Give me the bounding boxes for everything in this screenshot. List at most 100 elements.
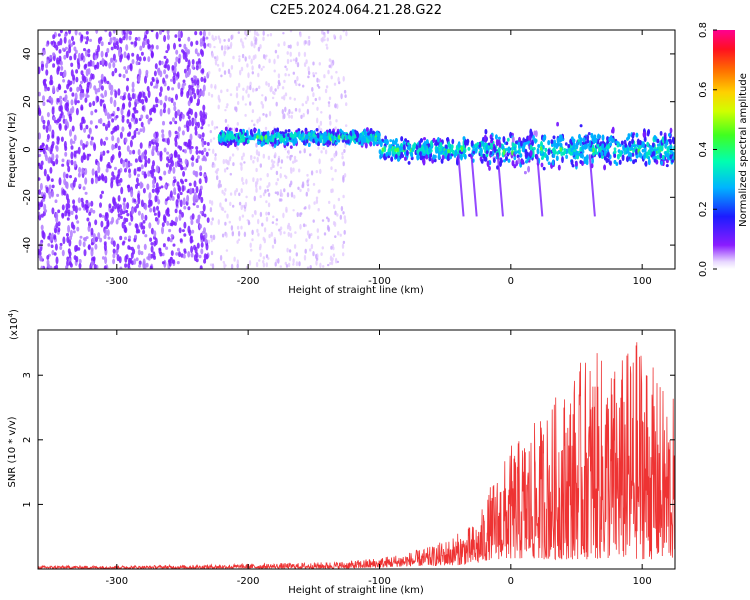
spectrogram-cell	[383, 153, 386, 160]
spectrogram-cell	[159, 108, 163, 117]
spectrogram-cell	[166, 156, 170, 161]
spectrogram-cell	[92, 100, 96, 107]
spectrogram-cell	[78, 259, 82, 264]
spectrogram-cell	[301, 184, 304, 189]
spectrogram-cell	[237, 82, 241, 88]
spectrogram-cell	[446, 137, 449, 141]
spectrogram-cell	[454, 149, 458, 156]
spectrogram-streak	[470, 154, 478, 217]
spectrogram-cell	[52, 34, 56, 40]
spectrogram-cell	[229, 72, 232, 78]
spectrogram-cell	[665, 164, 669, 168]
spectrogram-cell	[170, 219, 174, 227]
spectrogram-cell	[85, 199, 89, 204]
spectrogram-cell	[199, 224, 203, 229]
spectrogram-cell	[313, 201, 316, 205]
spectrogram-cell	[151, 188, 155, 193]
x-tick-label: 100	[633, 576, 652, 587]
y-tick-label: 2	[22, 437, 33, 443]
spectrogram-cell	[211, 52, 214, 58]
spectrogram-cell	[211, 217, 214, 221]
spectrogram-cell	[38, 132, 41, 140]
spectrogram-cell	[118, 37, 122, 44]
spectrogram-cell	[218, 179, 221, 184]
spectrogram-cell	[260, 67, 263, 71]
spectrogram-cell	[466, 138, 470, 145]
spectrogram-cell	[505, 156, 508, 161]
spectrogram-cell	[116, 44, 120, 51]
spectrogram-cell	[507, 146, 511, 154]
spectrogram-cell	[76, 226, 80, 232]
spectrogram-cell	[635, 148, 638, 155]
spectrogram-cell	[299, 212, 302, 217]
spectrogram-cell	[302, 84, 305, 88]
spectrogram-cell	[177, 30, 181, 38]
spectrogram-cell	[163, 170, 167, 176]
spectrogram-cell	[128, 150, 132, 155]
spectrogram-cell	[87, 53, 91, 58]
spectrogram-cell	[125, 32, 129, 41]
colorbar-tick-label: 0.6	[698, 82, 709, 98]
spectrogram-cell	[278, 82, 281, 87]
spectrogram-cell	[195, 252, 199, 259]
spectrogram-cell	[425, 139, 429, 145]
spectrogram-cell	[188, 182, 192, 187]
spectrogram-cell	[126, 118, 130, 124]
spectrogram-cell	[251, 71, 254, 75]
spectrogram-cell	[419, 155, 423, 159]
spectrogram-cell	[290, 154, 293, 158]
spectrogram-cell	[283, 231, 286, 235]
spectrogram-cell	[134, 98, 138, 103]
spectrogram-cell	[118, 48, 122, 53]
spectrogram-cell	[121, 221, 125, 229]
snr-xlabel: Height of straight line (km)	[288, 585, 424, 596]
spectrogram-cell	[256, 178, 259, 183]
spectrogram-cell	[221, 61, 225, 68]
spectrogram-cell	[258, 64, 261, 69]
spectrogram-cell	[109, 96, 113, 105]
spectrogram-cell	[69, 138, 73, 146]
spectrogram-cell	[343, 89, 347, 94]
spectrogram-cell	[556, 151, 559, 155]
spectrogram-cell	[59, 105, 63, 113]
spectrogram-cell	[286, 192, 290, 198]
spectrogram-cell	[68, 238, 72, 247]
spectrogram-cell	[298, 168, 301, 173]
spectrogram-cell	[53, 116, 56, 120]
spectrogram-cell	[229, 201, 232, 206]
spectrogram-cell	[101, 256, 105, 260]
spectrogram-cell	[318, 79, 321, 83]
spectrogram-cell	[130, 252, 134, 259]
spectrogram-cell	[439, 142, 443, 148]
spectrogram-cell	[336, 103, 339, 110]
spectrogram-cell	[583, 143, 587, 150]
spectrogram-cell	[437, 137, 440, 143]
spectrogram-cell	[400, 136, 404, 142]
spectrogram-cell	[277, 258, 280, 264]
spectrogram-cell	[159, 70, 163, 78]
spectrogram-cell	[283, 140, 287, 146]
spectrogram-cell	[230, 263, 234, 269]
spectrogram-cell	[213, 86, 217, 89]
colorbar-tick-label: 0.2	[698, 201, 709, 217]
spectrogram-cell	[207, 92, 211, 96]
spectrogram-cell	[265, 254, 269, 259]
spectrogram-cell	[547, 161, 551, 165]
spectrogram-cell	[653, 135, 657, 140]
spectrogram-cell	[626, 156, 629, 163]
spectrogram-cell	[245, 34, 249, 37]
spectrogram-cell	[160, 60, 164, 65]
spectrogram-cell	[258, 259, 261, 262]
spectrogram-cell	[165, 163, 169, 168]
spectrogram-cell	[81, 92, 85, 98]
spectrogram-cell	[150, 50, 154, 58]
spectrogram-cell	[81, 116, 85, 121]
spectrogram-cell	[214, 60, 218, 66]
spectrogram-cell	[110, 46, 114, 51]
spectrogram-cell	[345, 124, 348, 127]
spectrogram-cell	[128, 123, 132, 128]
spectrogram-cell	[571, 164, 575, 168]
spectrogram-cell	[259, 243, 262, 249]
